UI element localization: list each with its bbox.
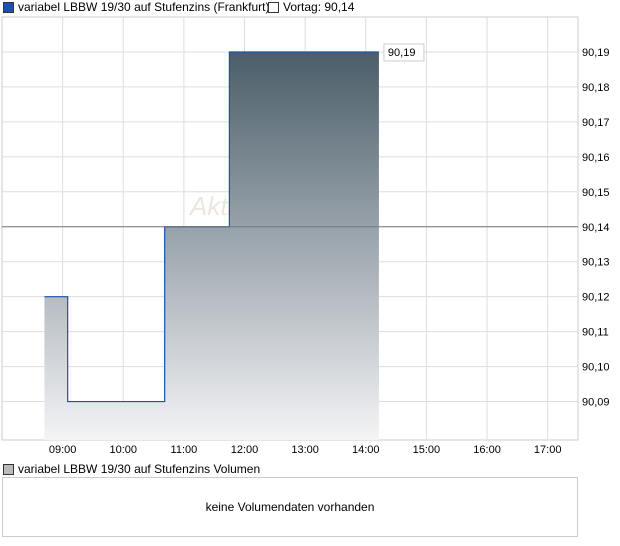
y-tick-label: 90,11 bbox=[582, 327, 609, 339]
volume-swatch bbox=[3, 463, 14, 475]
x-tick-label: 17:00 bbox=[534, 444, 562, 456]
y-tick-label: 90,18 bbox=[582, 82, 610, 94]
x-tick-label: 13:00 bbox=[291, 444, 319, 456]
price-area bbox=[44, 51, 379, 440]
last-value-box bbox=[383, 43, 425, 62]
y-tick-label: 90,13 bbox=[582, 257, 610, 269]
volume-panel: keine Volumendaten vorhanden bbox=[2, 477, 578, 537]
y-tick-label: 90,14 bbox=[582, 222, 610, 234]
x-tick-label: 11:00 bbox=[171, 444, 198, 456]
last-value-label: 90,19 bbox=[388, 47, 416, 59]
y-tick-label: 90,09 bbox=[582, 397, 610, 409]
legend-volume: variabel LBBW 19/30 auf Stufenzins Volum… bbox=[3, 462, 260, 476]
x-tick-label: 15:00 bbox=[413, 444, 441, 456]
price-chart: AktienCheck 09:0010:0011:0012:0013:0014:… bbox=[1, 16, 610, 456]
prev-swatch bbox=[268, 1, 279, 13]
x-tick-label: 10:00 bbox=[109, 444, 137, 456]
y-tick-label: 90,15 bbox=[582, 187, 610, 199]
y-tick-label: 90,16 bbox=[582, 152, 610, 164]
x-tick-label: 14:00 bbox=[352, 444, 380, 456]
volume-message: keine Volumendaten vorhanden bbox=[205, 500, 375, 514]
legend-series: variabel LBBW 19/30 auf Stufenzins (Fran… bbox=[3, 0, 269, 14]
legend-volume-label: variabel LBBW 19/30 auf Stufenzins Volum… bbox=[18, 462, 261, 476]
y-tick-label: 90,17 bbox=[582, 117, 610, 129]
legend-prev: Vortag: 90,14 bbox=[268, 0, 354, 14]
y-tick-label: 90,19 bbox=[582, 47, 610, 59]
x-tick-label: 16:00 bbox=[473, 444, 501, 456]
legend-prev-label: Vortag: 90,14 bbox=[283, 0, 355, 14]
y-tick-label: 90,10 bbox=[582, 362, 610, 374]
legend-series-label: variabel LBBW 19/30 auf Stufenzins (Fran… bbox=[18, 0, 270, 14]
price-line bbox=[44, 51, 379, 403]
x-tick-label: 12:00 bbox=[231, 444, 259, 456]
series-swatch bbox=[3, 1, 14, 13]
y-tick-label: 90,12 bbox=[582, 292, 610, 304]
x-tick-label: 09:00 bbox=[49, 444, 77, 456]
